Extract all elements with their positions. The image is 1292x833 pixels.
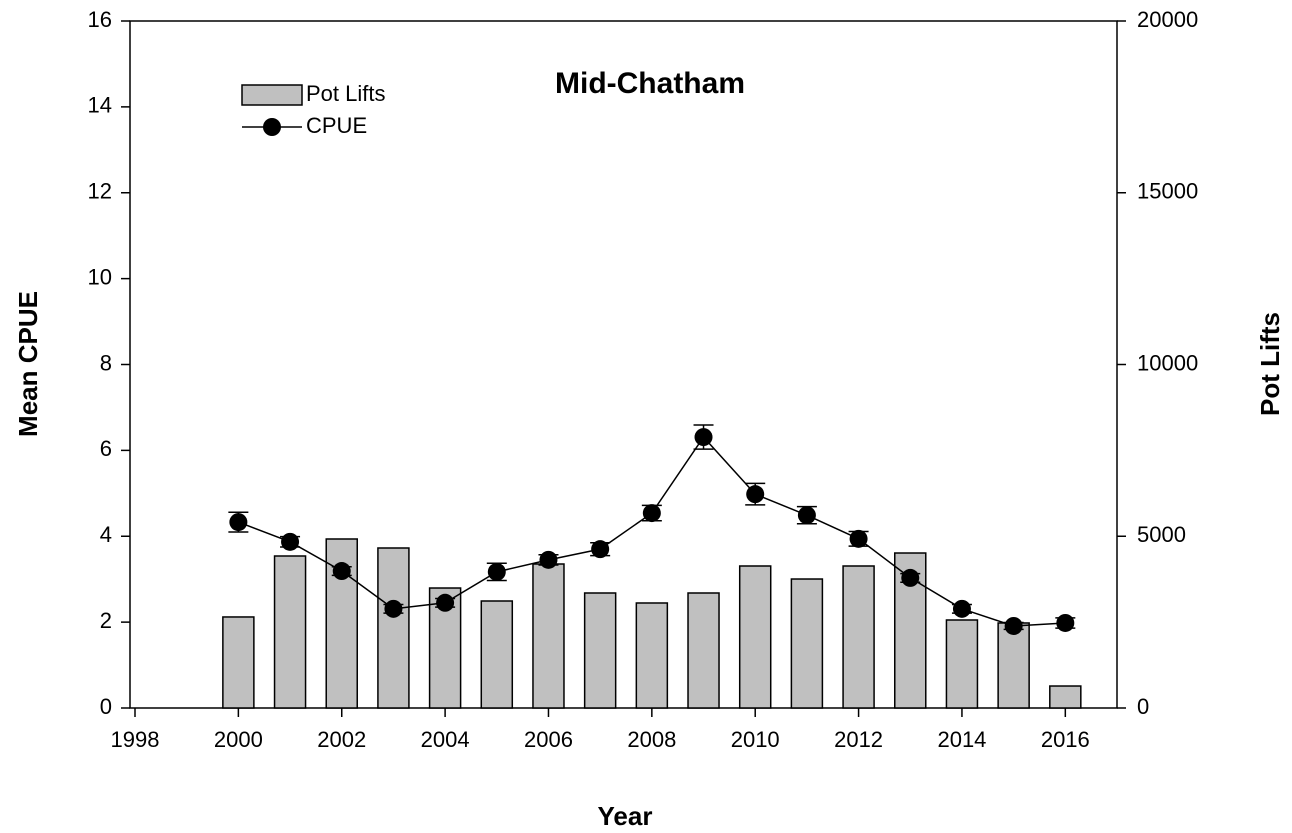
- cpue-point: [384, 599, 403, 618]
- x-axis-label: Year: [598, 801, 653, 831]
- bar: [480, 600, 514, 709]
- x-tick-label: 2004: [421, 727, 470, 752]
- bar: [583, 592, 617, 709]
- y-tick-label: 8: [100, 350, 112, 375]
- bar: [377, 547, 410, 709]
- x-tick-label: 2012: [834, 727, 883, 752]
- x-tick-label: 1998: [111, 727, 160, 752]
- y-tick-label: 2: [100, 608, 112, 633]
- cpue-point: [849, 529, 868, 548]
- legend-label: CPUE: [306, 113, 367, 138]
- x-tick-label: 2014: [937, 727, 986, 752]
- cpue-point: [539, 550, 558, 569]
- y-tick-label: 12: [88, 179, 112, 204]
- bar: [532, 563, 565, 709]
- x-tick-label: 2016: [1041, 727, 1090, 752]
- cpue-point: [1056, 613, 1075, 632]
- legend-swatch: [263, 118, 281, 136]
- chart-title: Mid-Chatham: [555, 67, 745, 100]
- bar: [945, 619, 979, 709]
- x-tick-label: 2010: [731, 727, 780, 752]
- bar: [790, 578, 824, 709]
- y2-tick-label: 10000: [1137, 350, 1198, 375]
- cpue-line: [238, 435, 1066, 627]
- y-tick-label: 14: [88, 93, 112, 118]
- legend-swatch: [241, 84, 303, 106]
- bar: [222, 616, 255, 709]
- bar: [273, 555, 307, 709]
- y-tick-label: 6: [100, 436, 112, 461]
- y-axis-label: Mean CPUE: [13, 291, 43, 437]
- cpue-point: [952, 599, 971, 618]
- x-tick-label: 2006: [524, 727, 573, 752]
- cpue-point: [229, 513, 248, 532]
- bar: [842, 565, 875, 709]
- y2-axis-label: Pot Lifts: [1255, 312, 1285, 416]
- bar: [687, 592, 720, 709]
- cpue-point: [591, 540, 610, 559]
- cpue-point: [746, 485, 765, 504]
- y-tick-label: 16: [88, 7, 112, 32]
- x-tick-label: 2000: [214, 727, 263, 752]
- bar: [997, 622, 1030, 709]
- cpue-point: [332, 562, 351, 581]
- legend-label: Pot Lifts: [306, 81, 385, 106]
- cpue-point: [797, 506, 816, 525]
- x-tick-label: 2008: [627, 727, 676, 752]
- bar: [738, 565, 772, 709]
- y-tick-label: 4: [100, 522, 112, 547]
- bar: [635, 602, 669, 709]
- cpue-point: [281, 532, 300, 551]
- y2-tick-label: 0: [1137, 694, 1149, 719]
- y2-tick-label: 5000: [1137, 522, 1186, 547]
- y-tick-label: 0: [100, 694, 112, 719]
- cpue-point: [487, 562, 506, 581]
- cpue-point: [1004, 616, 1023, 635]
- cpue-point: [901, 568, 920, 587]
- cpue-point: [436, 593, 455, 612]
- cpue-point: [694, 428, 713, 447]
- cpue-point: [642, 504, 661, 523]
- bar: [1049, 685, 1082, 709]
- y2-tick-label: 15000: [1137, 179, 1198, 204]
- y-tick-label: 10: [88, 264, 112, 289]
- y2-tick-label: 20000: [1137, 7, 1198, 32]
- x-tick-label: 2002: [317, 727, 366, 752]
